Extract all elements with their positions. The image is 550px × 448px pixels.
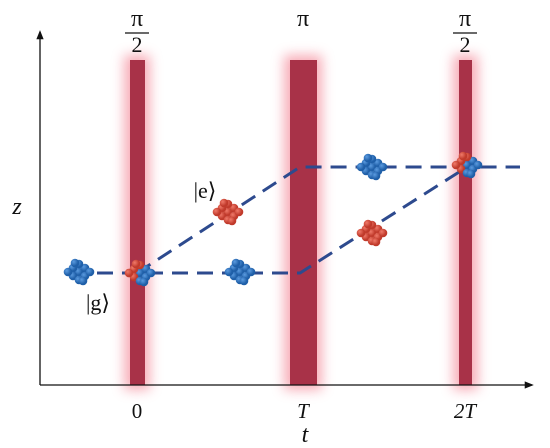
pulses (124, 55, 478, 390)
atom (371, 171, 381, 181)
atom (239, 276, 249, 286)
pulse-bar (459, 60, 472, 385)
atom-cluster (124, 259, 156, 287)
pulse-bar (290, 60, 317, 385)
atom (146, 268, 156, 278)
atom (124, 268, 134, 278)
atom-cluster (212, 198, 244, 226)
atom (224, 267, 234, 277)
atom (466, 169, 476, 179)
atom (131, 259, 141, 269)
atom (78, 276, 88, 286)
time-label: T (297, 399, 310, 423)
atom (63, 267, 73, 277)
atom (356, 228, 366, 238)
atom (227, 216, 237, 226)
atom (363, 153, 373, 163)
atom (231, 258, 241, 268)
atom (378, 162, 388, 172)
atom (378, 228, 388, 238)
atom (246, 267, 256, 277)
pulse-label: π (297, 6, 309, 32)
pulse-label-denominator: 2 (460, 32, 471, 57)
atom-cluster (224, 258, 256, 286)
pulse-bar (130, 60, 145, 385)
atom (451, 160, 461, 170)
atom (458, 151, 468, 161)
atom-cluster (356, 219, 388, 247)
state-label: |e⟩ (194, 178, 217, 203)
atom (85, 267, 95, 277)
atom (212, 207, 222, 217)
atom-cluster (356, 153, 388, 181)
atom-cluster (63, 258, 95, 286)
pulse-label-numerator: π (459, 6, 471, 32)
x-axis-label: t (302, 422, 310, 448)
atom (473, 160, 483, 170)
atom (356, 162, 366, 172)
y-axis-label: z (11, 194, 22, 220)
upper-path (136, 165, 520, 275)
atom (371, 237, 381, 247)
pulse-label-numerator: π (131, 6, 143, 32)
state-label: |g⟩ (86, 290, 110, 315)
time-label: 2T (454, 399, 478, 423)
atom-clusters (63, 151, 483, 287)
atom-cluster (451, 151, 483, 179)
atom (139, 277, 149, 287)
atom (234, 207, 244, 217)
atom (219, 198, 229, 208)
time-label: 0 (132, 399, 143, 423)
atom (363, 219, 373, 229)
pulse-label-denominator: 2 (132, 32, 143, 57)
atom (70, 258, 80, 268)
